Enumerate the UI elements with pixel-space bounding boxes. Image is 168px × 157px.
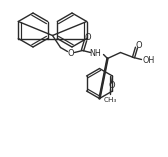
Text: O: O xyxy=(108,81,115,90)
Text: O: O xyxy=(67,49,74,58)
Text: OH: OH xyxy=(142,56,155,65)
Text: O: O xyxy=(84,33,91,42)
Text: NH: NH xyxy=(90,49,101,58)
Text: O: O xyxy=(135,41,142,50)
Text: CH₃: CH₃ xyxy=(104,97,117,103)
